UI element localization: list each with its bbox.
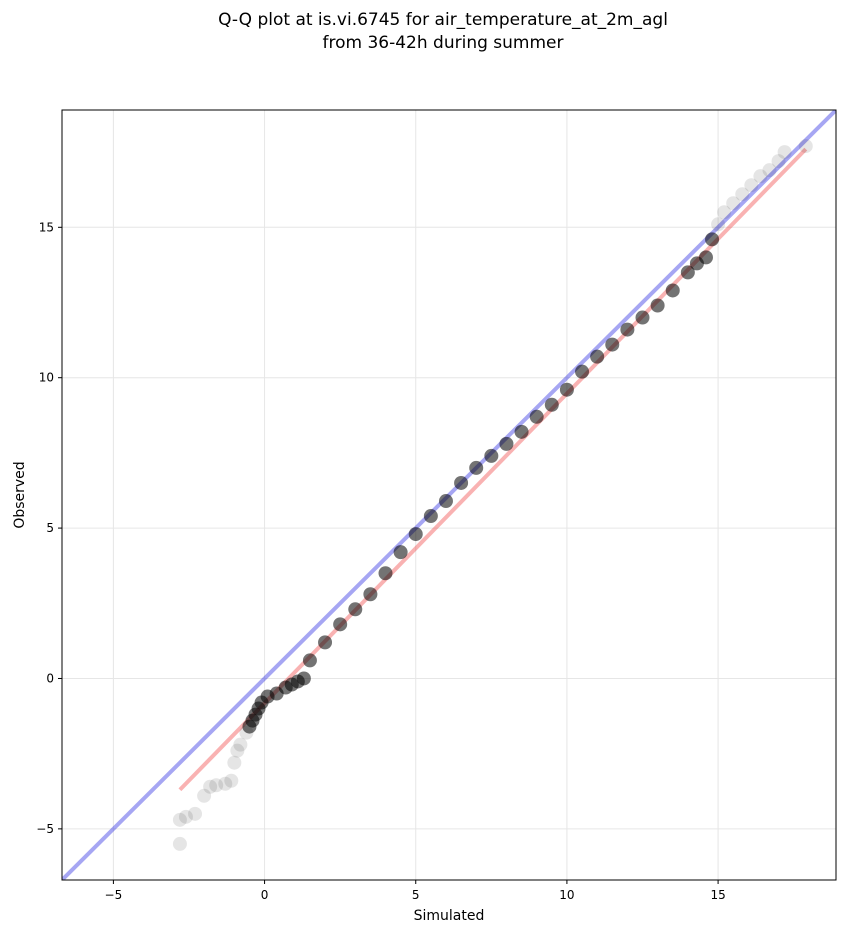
quantile-point-46 [635,310,650,325]
plot-frame [61,109,837,881]
quantile-point-47 [650,298,665,313]
x-tick-label-0: −5 [105,888,123,902]
y-tick-label-1: 0 [46,671,54,685]
quantile-point-1 [172,812,187,827]
quantile-point-5 [203,779,218,794]
quantile-point-51 [698,250,713,265]
chart-title-line-2: from 36-42h during summer [323,33,564,53]
quantile-point-43 [590,349,605,364]
quantile-point-11 [233,737,248,752]
quantile-point-7 [218,776,233,791]
quantile-point-59 [762,163,777,178]
quantile-point-26 [333,617,348,632]
y-tick-label-0: −5 [36,822,54,836]
quantile-point-35 [469,460,484,475]
quantile-point-53 [711,217,726,232]
chart-title: Q-Q plot at is.vi.6745 for air_temperatu… [218,10,668,53]
quantile-point-24 [302,653,317,668]
quantile-point-28 [363,587,378,602]
x-axis-ticks: −5 0 5 10 15 [105,880,726,902]
quantile-point-27 [348,602,363,617]
x-tick-label-1: 0 [261,888,269,902]
y-axis-label: Observed [12,461,28,528]
quantile-point-54 [717,205,732,220]
x-tick-label-3: 10 [559,888,574,902]
quantile-point-62 [798,139,813,154]
x-tick-label-4: 15 [710,888,725,902]
y-tick-label-4: 15 [39,220,54,234]
x-tick-label-2: 5 [412,888,420,902]
quantile-point-52 [705,232,720,247]
grid [62,110,836,880]
quantile-point-3 [188,806,203,821]
quantile-point-2 [178,809,193,824]
quantile-point-57 [744,178,759,193]
quantile-point-48 [665,283,680,298]
chart-title-line-1: Q-Q plot at is.vi.6745 for air_temperatu… [218,10,668,30]
quantile-point-23 [296,671,311,686]
y-axis-ticks: −5 0 5 10 15 [36,220,62,836]
quantile-point-39 [529,409,544,424]
quantile-point-6 [209,778,224,793]
quantile-point-56 [735,187,750,202]
y-tick-label-3: 10 [39,371,54,385]
quantile-point-4 [197,788,212,803]
quantile-point-49 [680,265,695,280]
quantile-point-29 [378,566,393,581]
quantile-point-37 [499,436,514,451]
y-tick-label-2: 5 [46,521,54,535]
quantile-point-45 [620,322,635,337]
quantile-point-34 [454,475,469,490]
quantile-point-41 [559,382,574,397]
quantile-point-55 [726,196,741,211]
quantile-point-60 [771,154,786,169]
quantile-point-30 [393,545,408,560]
x-axis-label: Simulated [414,908,485,924]
quantile-point-9 [227,755,242,770]
quantile-point-58 [753,169,768,184]
quantile-point-33 [438,494,453,509]
quantile-point-36 [484,448,499,463]
quantile-point-40 [544,397,559,412]
quantile-point-32 [423,509,438,524]
quantile-point-10 [230,743,245,758]
quantile-point-61 [777,145,792,160]
quantile-point-42 [575,364,590,379]
quantile-point-8 [224,773,239,788]
quantile-point-0 [172,836,187,851]
quantile-points [172,139,813,851]
quantile-point-25 [318,635,333,650]
quantile-point-38 [514,424,529,439]
quantile-point-44 [605,337,620,352]
quantile-point-31 [408,527,423,542]
